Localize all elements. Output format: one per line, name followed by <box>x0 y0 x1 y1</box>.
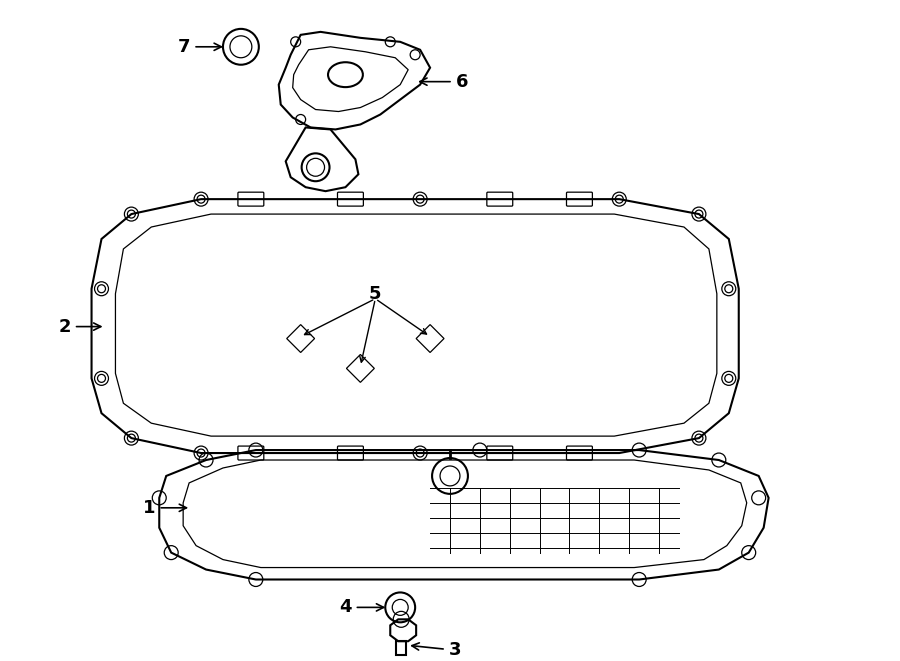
Text: 1: 1 <box>143 499 186 517</box>
Text: 2: 2 <box>58 317 101 336</box>
Text: 7: 7 <box>178 38 221 56</box>
Text: 5: 5 <box>369 285 382 303</box>
Text: 4: 4 <box>339 598 383 616</box>
Text: 6: 6 <box>419 73 468 91</box>
Text: 3: 3 <box>412 641 461 659</box>
